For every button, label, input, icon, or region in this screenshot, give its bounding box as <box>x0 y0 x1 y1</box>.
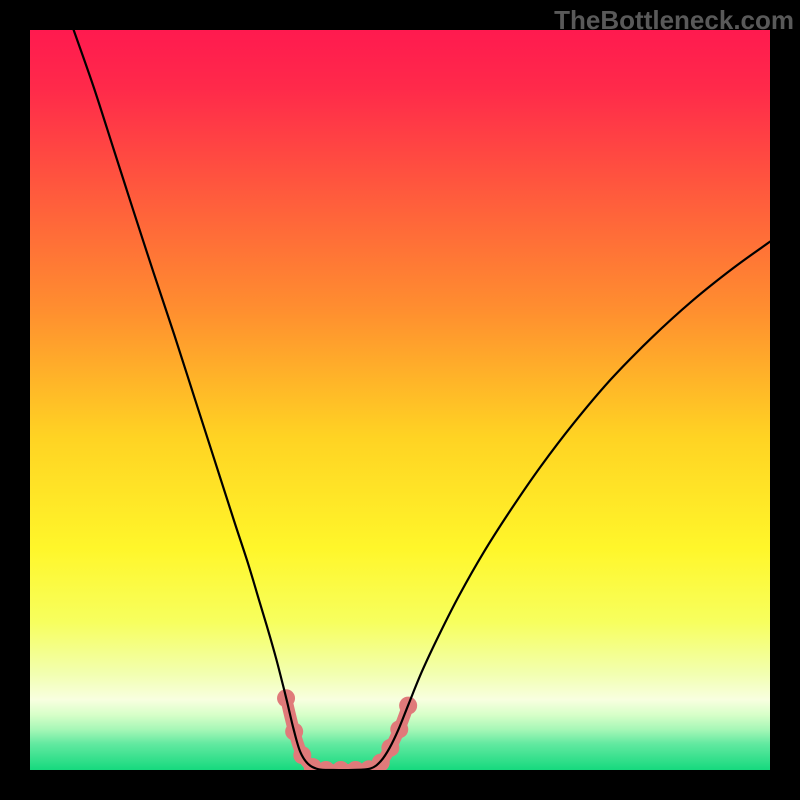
curve-layer <box>30 30 770 770</box>
bottleneck-curve <box>74 30 770 770</box>
watermark-text: TheBottleneck.com <box>554 5 794 36</box>
chart-frame: TheBottleneck.com <box>0 0 800 800</box>
plot-area <box>30 30 770 770</box>
